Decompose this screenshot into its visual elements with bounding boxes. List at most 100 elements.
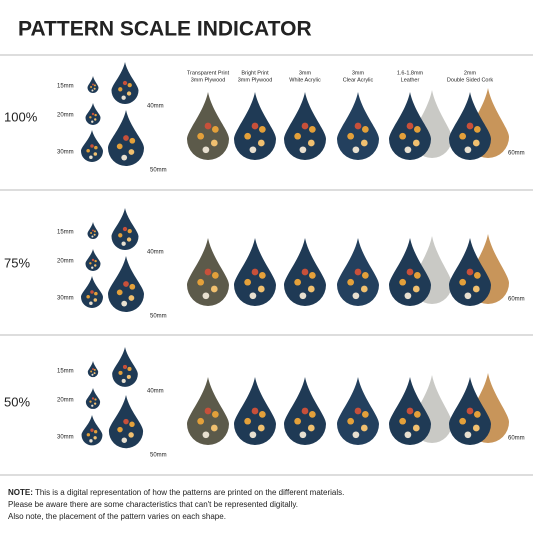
material-name: White Acrylic bbox=[289, 77, 321, 83]
title: PATTERN SCALE INDICATOR bbox=[18, 18, 312, 41]
pattern-dot bbox=[93, 372, 96, 375]
pattern-dot bbox=[361, 272, 369, 279]
pattern-dot bbox=[122, 226, 128, 232]
pattern-dot bbox=[93, 436, 97, 440]
pattern-dot bbox=[307, 285, 315, 293]
pattern-dot bbox=[294, 278, 302, 286]
pattern-dot bbox=[123, 135, 129, 141]
pattern-dot bbox=[89, 400, 92, 403]
size-label: 15mm bbox=[57, 369, 74, 375]
pattern-dot bbox=[92, 229, 94, 232]
pattern-dot bbox=[91, 120, 94, 123]
pattern-dot bbox=[211, 272, 219, 279]
pattern-dot bbox=[412, 139, 420, 147]
pattern-dot bbox=[202, 146, 210, 154]
pattern-dot bbox=[90, 370, 93, 373]
pattern-dot bbox=[257, 285, 265, 293]
pattern-dot bbox=[299, 146, 307, 154]
pattern-dot bbox=[404, 431, 412, 439]
pattern-dot bbox=[251, 122, 259, 130]
pattern-dot bbox=[118, 370, 123, 375]
pattern-dot bbox=[121, 95, 126, 100]
pattern-dot bbox=[117, 426, 123, 433]
pattern-dot bbox=[244, 278, 252, 286]
size-label: 20mm bbox=[57, 113, 74, 119]
pattern-dot bbox=[294, 132, 302, 140]
size-label: 60mm bbox=[508, 297, 525, 303]
pattern-dot bbox=[197, 278, 205, 286]
pattern-dot bbox=[210, 139, 218, 147]
pattern-dot bbox=[123, 418, 129, 425]
pattern-dot bbox=[127, 82, 132, 88]
pattern-dot bbox=[413, 126, 421, 133]
pattern-dot bbox=[91, 404, 94, 407]
size-label: 30mm bbox=[57, 150, 74, 156]
pattern-dot bbox=[257, 424, 265, 432]
material-name: 3mm Plywood bbox=[191, 77, 226, 83]
pattern-dot bbox=[361, 411, 369, 418]
scale-label: 50% bbox=[4, 394, 30, 409]
pattern-dot bbox=[94, 398, 97, 401]
pattern-dot bbox=[352, 292, 360, 300]
size-label: 40mm bbox=[147, 104, 164, 110]
pattern-dot bbox=[459, 417, 467, 425]
material-name: Double Sided Cork bbox=[447, 77, 493, 83]
pattern-dot bbox=[94, 118, 97, 121]
pattern-dot bbox=[90, 144, 94, 148]
pattern-dot bbox=[472, 285, 480, 293]
pattern-dot bbox=[89, 262, 92, 265]
pattern-dot bbox=[91, 266, 94, 269]
size-label: 50mm bbox=[150, 168, 167, 174]
pattern-dot bbox=[464, 146, 472, 154]
pattern-dot bbox=[251, 268, 259, 276]
pattern-dot bbox=[211, 126, 219, 133]
pattern-dot bbox=[197, 132, 205, 140]
material-name: 3mm bbox=[352, 70, 365, 76]
size-label: 20mm bbox=[57, 259, 74, 265]
pattern-dot bbox=[92, 368, 94, 371]
pattern-dot bbox=[354, 407, 362, 415]
pattern-dot bbox=[91, 89, 94, 92]
pattern-dot bbox=[413, 272, 421, 279]
pattern-dot bbox=[466, 122, 474, 130]
pattern-dot bbox=[122, 80, 128, 86]
pattern-dot bbox=[472, 424, 480, 432]
pattern-dot bbox=[244, 132, 252, 140]
pattern-dot bbox=[93, 430, 98, 434]
pattern-dot bbox=[459, 278, 467, 286]
material-name: Clear Acrylic bbox=[343, 77, 374, 83]
pattern-dot bbox=[129, 283, 136, 290]
pattern-dot bbox=[406, 268, 414, 276]
pattern-dot bbox=[118, 233, 123, 238]
pattern-dot bbox=[202, 431, 210, 439]
pattern-dot bbox=[258, 411, 266, 418]
material-name: Leather bbox=[401, 77, 420, 83]
pattern-dot bbox=[307, 139, 315, 147]
pattern-dot bbox=[347, 278, 355, 286]
pattern-dot bbox=[360, 424, 368, 432]
pattern-dot bbox=[91, 235, 94, 238]
pattern-dot bbox=[360, 139, 368, 147]
pattern-dot bbox=[90, 232, 93, 235]
pattern-dot bbox=[90, 290, 94, 294]
pattern-dot bbox=[123, 281, 129, 287]
pattern-dot bbox=[89, 301, 93, 305]
pattern-dot bbox=[92, 83, 94, 86]
pattern-dot bbox=[90, 428, 94, 432]
pattern-dot bbox=[94, 145, 98, 150]
size-label: 20mm bbox=[57, 398, 74, 404]
pattern-dot bbox=[94, 113, 97, 117]
size-label: 40mm bbox=[147, 250, 164, 256]
pattern-dot bbox=[93, 230, 96, 233]
pattern-dot bbox=[93, 87, 96, 90]
pattern-dot bbox=[121, 241, 126, 246]
pattern-dot bbox=[399, 417, 407, 425]
pattern-dot bbox=[116, 143, 123, 150]
pattern-dot bbox=[126, 374, 131, 379]
pattern-dot bbox=[116, 289, 123, 296]
pattern-dot bbox=[121, 437, 128, 443]
pattern-dot bbox=[412, 285, 420, 293]
size-label: 30mm bbox=[57, 435, 74, 441]
pattern-dot bbox=[308, 411, 316, 418]
